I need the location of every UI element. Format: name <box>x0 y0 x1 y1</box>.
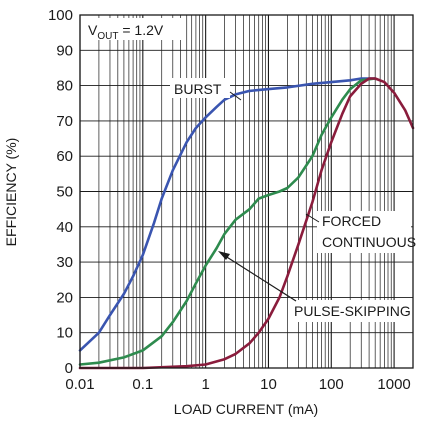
forced-label-line2: CONTINUOUS <box>322 234 416 250</box>
pulse-label: PULSE-SKIPPING <box>294 303 411 319</box>
pulse-arrow-line <box>221 253 297 302</box>
burst-leader-line <box>229 91 242 101</box>
y-tick-label: 50 <box>56 184 73 201</box>
x-tick-label: 0.1 <box>132 376 153 393</box>
pulse-arrow-head <box>218 251 230 260</box>
x-tick-label: 10 <box>260 376 277 393</box>
x-tick-label: 0.01 <box>65 376 94 393</box>
series-line-1 <box>78 77 377 352</box>
x-tick-label: 1000 <box>377 376 410 393</box>
y-tick-label: 40 <box>56 219 73 236</box>
forced-label-line1: FORCED <box>322 213 381 229</box>
plot-frame <box>79 14 414 369</box>
forced-leader-line <box>305 213 320 223</box>
burst-label-bg <box>170 78 230 98</box>
burst-label: BURST <box>174 81 222 97</box>
vout-prefix: V <box>88 22 98 38</box>
y-axis-label: EFFICIENCY (%) <box>3 138 19 247</box>
series-line-3 <box>78 77 415 370</box>
x-tick-label: 1 <box>201 376 209 393</box>
series-line-2 <box>78 77 377 366</box>
y-tick-label: 30 <box>56 254 73 271</box>
y-tick-label: 10 <box>56 325 73 342</box>
pulse-label-bg <box>290 300 412 322</box>
y-tick-label: 0 <box>65 360 73 377</box>
y-tick-label: 60 <box>56 148 73 165</box>
x-tick-label: 100 <box>319 376 344 393</box>
y-tick-label: 80 <box>56 78 73 95</box>
y-tick-label: 20 <box>56 289 73 306</box>
y-tick-label: 70 <box>56 113 73 130</box>
series-layer <box>78 77 415 370</box>
y-tick-label: 90 <box>56 42 73 59</box>
x-axis-label: LOAD CURRENT (mA) <box>174 401 318 417</box>
vout-label-bg <box>84 18 182 40</box>
y-tick-labels: 0 10 20 30 40 50 60 70 80 90 100 <box>48 7 73 377</box>
vout-suffix: = 1.2V <box>118 22 163 38</box>
x-tick-labels: 0.01 0.1 1 10 100 1000 <box>65 376 410 393</box>
forced-label-bg <box>317 211 411 253</box>
vout-label: VOUT = 1.2V <box>88 22 164 42</box>
vout-subscript: OUT <box>97 31 118 42</box>
y-tick-label: 100 <box>48 7 73 24</box>
